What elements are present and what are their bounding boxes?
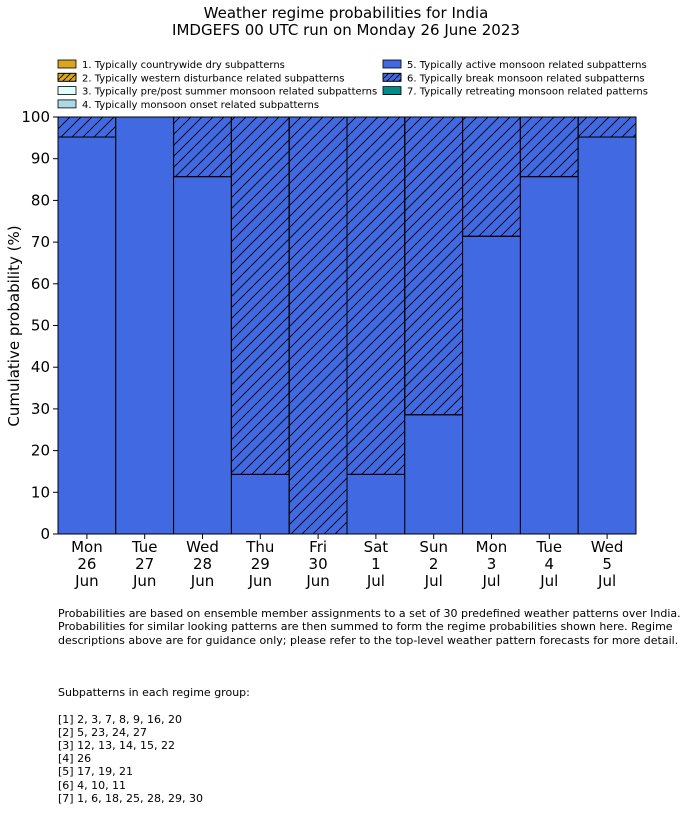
subpattern-group: [6] 4, 10, 11 bbox=[58, 778, 127, 792]
x-tick-label: 4 bbox=[545, 555, 555, 573]
x-tick-label: Jul bbox=[481, 572, 500, 590]
x-tick-label: 5 bbox=[602, 555, 612, 573]
x-tick-label: Jul bbox=[366, 572, 385, 590]
chart-title: Weather regime probabilities for India bbox=[204, 4, 489, 22]
y-tick-label: 50 bbox=[31, 317, 50, 335]
legend-swatch bbox=[57, 86, 77, 95]
legend-label: 2. Typically western disturbance related… bbox=[82, 73, 344, 84]
x-tick-label: Jul bbox=[539, 572, 558, 590]
subpattern-group: [3] 12, 13, 14, 15, 22 bbox=[58, 739, 176, 753]
legend-swatch bbox=[57, 99, 77, 109]
x-tick-label: 3 bbox=[487, 555, 497, 573]
legend: 1. Typically countrywide dry subpatterns… bbox=[57, 59, 648, 111]
y-tick-label: 70 bbox=[31, 233, 50, 251]
y-tick-label: 40 bbox=[31, 358, 50, 376]
x-tick-label: Mon bbox=[476, 538, 508, 556]
legend-label: 6. Typically break monsoon related subpa… bbox=[407, 73, 645, 84]
bars bbox=[57, 116, 637, 535]
x-tick-label: 28 bbox=[193, 555, 212, 573]
y-tick-label: 60 bbox=[31, 275, 50, 293]
chart-figure: Weather regime probabilities for India I… bbox=[5, 4, 681, 805]
bar-active-5 bbox=[346, 473, 406, 535]
bar-active-9 bbox=[577, 136, 637, 535]
bar-hatch-6 bbox=[404, 116, 464, 416]
y-tick-label: 100 bbox=[21, 108, 50, 126]
bar-active-3 bbox=[230, 473, 290, 535]
x-tick-label: Jun bbox=[74, 572, 98, 590]
bar-active-2 bbox=[173, 176, 232, 535]
y-tick-label: 90 bbox=[31, 150, 50, 168]
bar-active-1 bbox=[115, 116, 175, 535]
legend-swatch bbox=[57, 59, 77, 69]
subpattern-group: [4] 26 bbox=[58, 752, 92, 766]
x-tick-label: 27 bbox=[135, 555, 154, 573]
subpattern-group: [5] 17, 19, 21 bbox=[58, 765, 134, 779]
legend-swatch bbox=[382, 86, 402, 95]
subpattern-group: [2] 5, 23, 24, 27 bbox=[58, 725, 148, 739]
x-tick-label: 29 bbox=[251, 555, 270, 573]
axes: 0102030405060708090100Mon26JunTue27JunWe… bbox=[21, 108, 637, 590]
x-tick-label: Sat bbox=[364, 538, 389, 556]
chart-svg: Weather regime probabilities for India I… bbox=[5, 4, 648, 590]
bar-hatch-5 bbox=[346, 116, 406, 475]
x-tick-label: 26 bbox=[77, 555, 96, 573]
bar-hatch-2 bbox=[173, 116, 232, 178]
subpattern-group: [7] 1, 6, 18, 25, 28, 29, 30 bbox=[58, 791, 204, 805]
bar-hatch-7 bbox=[462, 116, 521, 237]
bar-active-0 bbox=[57, 136, 117, 535]
notes-description: Probabilities are based on ensemble memb… bbox=[58, 607, 681, 647]
x-tick-label: Jun bbox=[132, 572, 156, 590]
x-tick-label: Wed bbox=[186, 538, 219, 556]
legend-label: 4. Typically monsoon onset related subpa… bbox=[82, 100, 319, 111]
x-tick-label: Jun bbox=[248, 572, 272, 590]
x-tick-label: Jun bbox=[305, 572, 329, 590]
notes: Probabilities are based on ensemble memb… bbox=[58, 594, 698, 818]
legend-label: 5. Typically active monsoon related subp… bbox=[407, 60, 647, 71]
bar-hatch-0 bbox=[57, 116, 117, 138]
chart-subtitle: IMDGEFS 00 UTC run on Monday 26 June 202… bbox=[172, 21, 520, 39]
x-tick-label: Tue bbox=[535, 538, 562, 556]
x-tick-label: Thu bbox=[245, 538, 274, 556]
legend-hatch bbox=[57, 72, 77, 82]
legend-hatch bbox=[382, 72, 402, 82]
x-tick-label: Sun bbox=[419, 538, 448, 556]
legend-label: 7. Typically retreating monsoon related … bbox=[407, 87, 648, 98]
subpattern-group: [1] 2, 3, 7, 8, 9, 16, 20 bbox=[58, 712, 183, 726]
bar-active-6 bbox=[404, 414, 464, 535]
y-tick-label: 20 bbox=[31, 442, 50, 460]
bar-hatch-3 bbox=[230, 116, 290, 475]
y-tick-label: 30 bbox=[31, 400, 50, 418]
x-tick-label: Jun bbox=[190, 572, 214, 590]
y-tick-label: 10 bbox=[31, 483, 50, 501]
x-tick-label: Fri bbox=[309, 538, 327, 556]
bar-hatch-9 bbox=[577, 116, 637, 138]
legend-label: 1. Typically countrywide dry subpatterns bbox=[82, 60, 285, 71]
x-tick-label: 2 bbox=[429, 555, 439, 573]
legend-swatch bbox=[382, 59, 402, 69]
bar-hatch-4 bbox=[288, 116, 348, 535]
y-tick-label: 0 bbox=[40, 525, 50, 543]
bar-active-8 bbox=[519, 176, 579, 535]
x-tick-label: Jul bbox=[424, 572, 443, 590]
y-axis-label: Cumulative probability (%) bbox=[5, 225, 23, 426]
x-tick-label: Tue bbox=[131, 538, 158, 556]
notes-groups-title: Subpatterns in each regime group: bbox=[58, 686, 250, 700]
y-tick-label: 80 bbox=[31, 191, 50, 209]
bar-hatch-8 bbox=[519, 116, 579, 178]
bar-active-7 bbox=[462, 235, 521, 535]
x-tick-label: 1 bbox=[371, 555, 381, 573]
x-tick-label: Jul bbox=[597, 572, 616, 590]
x-tick-label: Mon bbox=[71, 538, 103, 556]
x-tick-label: Wed bbox=[591, 538, 624, 556]
legend-label: 3. Typically pre/post summer monsoon rel… bbox=[82, 87, 377, 98]
x-tick-label: 30 bbox=[309, 555, 328, 573]
